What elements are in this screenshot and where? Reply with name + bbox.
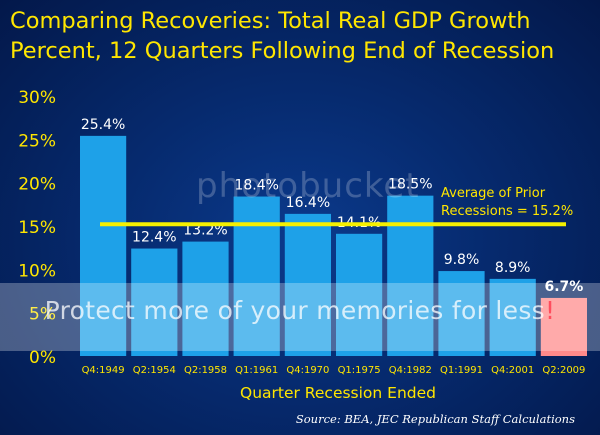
x-tick-label: Q1:1961 [235,365,278,376]
x-tick-label: Q2:1954 [133,365,176,376]
x-tick-label: Q4:1982 [389,365,432,376]
x-tick-label: Q1:1975 [338,365,381,376]
y-tick-label: 5% [29,305,56,325]
data-label: 9.8% [444,252,480,268]
y-tick-label: 0% [29,348,56,368]
bar-highlight [540,297,587,356]
watermark-text-accent: ! [544,296,556,325]
data-label: 25.4% [81,117,125,133]
watermark-band [0,283,600,351]
data-label: 8.9% [495,260,531,276]
y-tick-label: 30% [18,88,56,108]
watermark-text: Protect more of your memories for less! [0,296,600,325]
x-tick-label: Q4:2001 [491,365,534,376]
watermark-text-main: Protect more of your memories for less [44,296,545,325]
bar [131,248,178,356]
source-note: Source: BEA, JEC Republican Staff Calcul… [295,412,575,426]
x-tick-label: Q2:2009 [542,365,585,376]
average-annotation-line-2: Recessions = 15.2% [441,204,573,219]
data-label: 6.7% [544,279,583,295]
x-axis-title: Quarter Recession Ended [240,384,436,402]
bar [336,233,383,356]
data-label: 13.2% [183,223,227,239]
data-label: 18.5% [388,177,432,193]
bar [80,135,127,356]
bar [489,278,536,356]
data-label: 12.4% [132,230,176,246]
bar [284,213,331,356]
bar [182,241,229,356]
x-tick-label: Q1:1991 [440,365,483,376]
x-tick-label: Q4:1970 [286,365,329,376]
average-annotation-line-1: Average of Prior [441,186,546,201]
data-label: 18.4% [234,178,278,194]
watermark-logo: photobucket [196,166,420,206]
x-tick-label: Q4:1949 [82,365,125,376]
bar [438,271,485,356]
x-tick-label: Q2:1958 [184,365,227,376]
y-tick-label: 25% [18,131,56,151]
data-label: 16.4% [286,195,330,211]
chart-title-line-2: Percent, 12 Quarters Following End of Re… [10,38,555,64]
chart-title: Comparing Recoveries: Total Real GDP Gro… [10,6,595,66]
chart-title-line-1: Comparing Recoveries: Total Real GDP Gro… [10,8,531,34]
y-tick-label: 20% [18,175,56,195]
y-tick-label: 10% [18,261,56,281]
y-tick-label: 15% [18,218,56,238]
